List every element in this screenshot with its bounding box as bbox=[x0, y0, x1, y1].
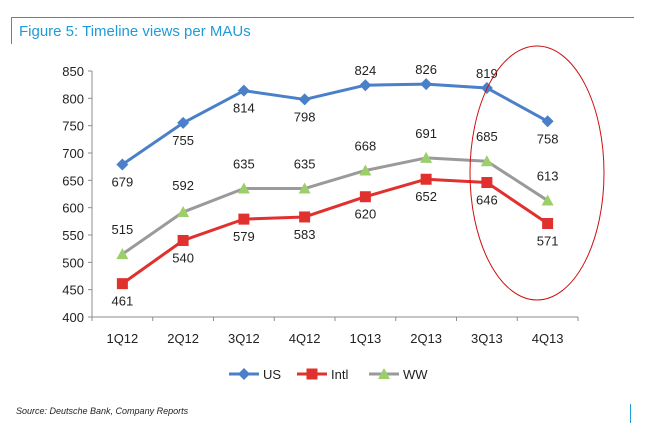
series-line-us bbox=[121, 82, 549, 166]
data-label-us: 758 bbox=[537, 131, 559, 146]
data-label-us: 755 bbox=[172, 133, 194, 148]
data-label-intl: 620 bbox=[355, 207, 377, 222]
y-tick-label: 800 bbox=[62, 91, 84, 106]
y-tick-label: 550 bbox=[62, 228, 84, 243]
point-us bbox=[116, 158, 129, 171]
data-label-intl: 646 bbox=[476, 193, 498, 208]
y-tick-label: 600 bbox=[62, 201, 84, 216]
point-ww bbox=[237, 182, 250, 194]
point-ww bbox=[541, 194, 554, 206]
legend-label-us: US bbox=[263, 367, 281, 382]
y-tick-label: 400 bbox=[62, 310, 84, 325]
figure-title: Figure 5: Timeline views per MAUs bbox=[19, 23, 251, 40]
point-us bbox=[177, 116, 190, 129]
point-ww bbox=[420, 151, 433, 163]
data-label-us: 824 bbox=[355, 63, 377, 78]
y-tick-label: 850 bbox=[62, 64, 84, 79]
x-tick-label: 3Q12 bbox=[228, 331, 260, 346]
x-tick-label: 1Q12 bbox=[106, 331, 138, 346]
footer-divider bbox=[630, 404, 631, 423]
point-intl bbox=[238, 213, 250, 225]
x-tick-label: 2Q13 bbox=[410, 331, 442, 346]
data-label-us: 679 bbox=[112, 174, 134, 189]
x-tick-label: 3Q13 bbox=[471, 331, 503, 346]
data-label-intl: 461 bbox=[112, 294, 134, 309]
data-label-us: 798 bbox=[294, 109, 316, 124]
highlight-ellipse bbox=[469, 45, 605, 301]
point-intl bbox=[359, 191, 371, 203]
data-label-ww: 592 bbox=[172, 178, 194, 193]
series-line-ww bbox=[121, 156, 549, 256]
x-tick-label: 2Q12 bbox=[167, 331, 199, 346]
data-label-intl: 579 bbox=[233, 229, 255, 244]
data-label-ww: 635 bbox=[233, 157, 255, 172]
legend-marker-us bbox=[238, 368, 250, 380]
x-tick-label: 4Q13 bbox=[532, 331, 564, 346]
x-tick-label: 4Q12 bbox=[289, 331, 321, 346]
data-label-us: 826 bbox=[415, 62, 437, 77]
data-label-ww: 668 bbox=[355, 138, 377, 153]
data-label-ww: 691 bbox=[415, 126, 437, 141]
point-ww bbox=[116, 248, 129, 260]
point-ww bbox=[177, 206, 190, 218]
data-label-ww: 685 bbox=[476, 129, 498, 144]
point-intl bbox=[299, 211, 311, 223]
y-tick-label: 650 bbox=[62, 173, 84, 188]
series-line-intl bbox=[121, 177, 549, 285]
point-us bbox=[359, 79, 372, 92]
point-intl bbox=[420, 173, 432, 185]
data-label-us: 819 bbox=[476, 66, 498, 81]
data-label-intl: 540 bbox=[172, 250, 194, 265]
point-us bbox=[420, 78, 433, 91]
data-label-ww: 635 bbox=[294, 157, 316, 172]
x-tick-label: 1Q13 bbox=[349, 331, 381, 346]
point-ww bbox=[359, 164, 372, 176]
point-ww bbox=[298, 182, 311, 194]
data-label-intl: 571 bbox=[537, 234, 559, 249]
legend-label-ww: WW bbox=[403, 367, 428, 382]
point-us bbox=[298, 93, 311, 106]
y-tick-label: 750 bbox=[62, 119, 84, 134]
point-intl bbox=[542, 218, 554, 230]
point-intl bbox=[177, 234, 189, 246]
data-label-intl: 583 bbox=[294, 227, 316, 242]
point-ww bbox=[480, 155, 493, 167]
y-tick-label: 450 bbox=[62, 283, 84, 298]
source-note: Source: Deutsche Bank, Company Reports bbox=[16, 406, 189, 416]
point-intl bbox=[481, 177, 493, 189]
y-tick-label: 500 bbox=[62, 255, 84, 270]
data-label-us: 814 bbox=[233, 101, 255, 116]
data-label-ww: 515 bbox=[112, 222, 134, 237]
data-label-ww: 613 bbox=[537, 169, 559, 184]
legend-label-intl: Intl bbox=[331, 367, 348, 382]
data-label-intl: 652 bbox=[415, 189, 437, 204]
point-us bbox=[541, 115, 554, 128]
legend-marker-intl bbox=[306, 368, 318, 380]
point-intl bbox=[116, 278, 128, 290]
y-tick-label: 700 bbox=[62, 146, 84, 161]
legend-marker-ww bbox=[378, 368, 390, 379]
point-us bbox=[237, 84, 250, 97]
figure-title-bar: Figure 5: Timeline views per MAUs bbox=[11, 17, 634, 44]
